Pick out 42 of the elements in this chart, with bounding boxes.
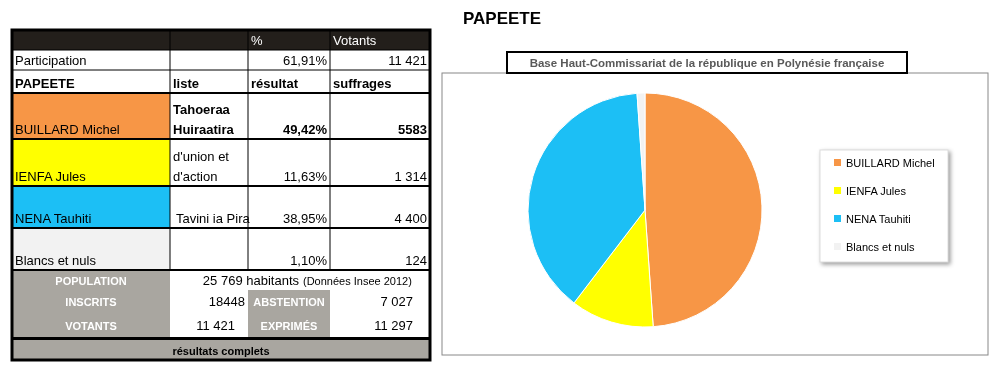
text: 18448: [208, 294, 245, 309]
text: résultat: [251, 76, 299, 91]
legend-label: BUILLARD Michel: [846, 157, 935, 169]
text: 1 314: [394, 169, 427, 184]
text: 25 769 habitants: [202, 273, 300, 288]
text: IENFA Jules: [15, 169, 87, 184]
text: 11 421: [388, 53, 427, 68]
text: EXPRIMÉS: [260, 319, 318, 332]
chart-title: Base Haut-Commissariat de la république en Polynésie française: [529, 57, 885, 69]
text: ABSTENTION: [253, 296, 325, 308]
text: 4 400: [394, 211, 427, 226]
text: Blancs et nuls: [15, 253, 97, 268]
text: POPULATION: [55, 275, 127, 287]
text: 5583: [398, 122, 427, 137]
legend-label: Blancs et nuls: [846, 241, 915, 253]
text: INSCRITS: [65, 296, 117, 308]
text: résultats complets: [172, 345, 270, 357]
text: Votants: [333, 33, 377, 48]
text: (Données Insee 2012): [303, 275, 412, 287]
text: 11,63%: [283, 169, 328, 184]
legend-label: NENA Tauhiti: [846, 213, 911, 225]
text: NENA Tauhiti: [15, 211, 92, 226]
text: 61,91%: [282, 53, 328, 68]
text: Participation: [15, 53, 87, 68]
text: 1,10%: [290, 253, 328, 268]
text: 124: [405, 253, 427, 268]
text: 49,42%: [282, 122, 328, 137]
text: 11 297: [374, 317, 413, 333]
text: Tahoeraa Huiraatira: [173, 102, 235, 137]
text: 11 421: [196, 317, 235, 333]
text: VOTANTS: [65, 319, 117, 332]
legend-label: IENFA Jules: [846, 185, 907, 197]
text: BUILLARD Michel: [15, 122, 120, 137]
text: PAPEETE: [15, 76, 76, 91]
text: 38,95%: [282, 211, 328, 226]
text: d'union et d'action: [173, 149, 230, 184]
text: %: [251, 33, 263, 48]
text: PAPEETE: [462, 9, 542, 28]
text: 7 027: [380, 294, 413, 309]
text: Tavini ia Pira: [176, 211, 251, 226]
text: liste: [173, 76, 200, 91]
text: suffrages: [333, 76, 392, 91]
